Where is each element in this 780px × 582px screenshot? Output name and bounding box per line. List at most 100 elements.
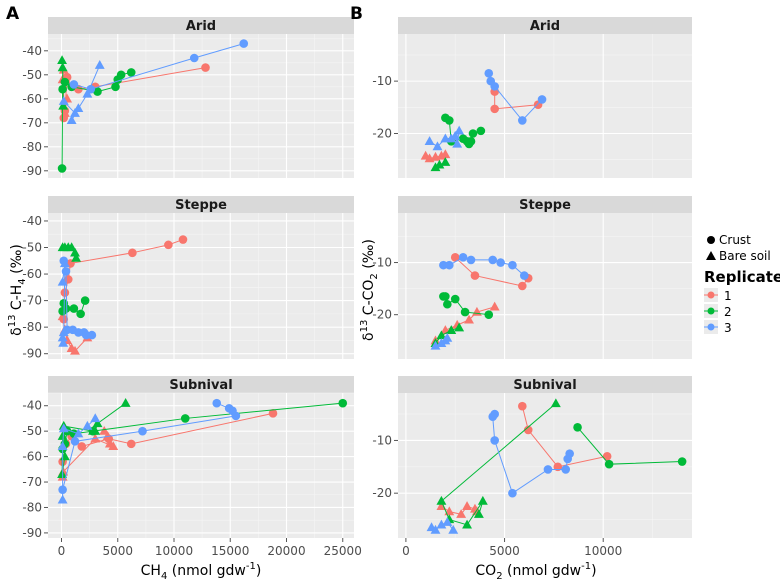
legend: Crust Bare soil Replicate 1 2 3 — [704, 233, 780, 335]
b-steppe-point-rep2-crust — [484, 310, 494, 319]
a-arid-y-tick-label: -70 — [22, 116, 42, 130]
b-subnival-strip — [398, 376, 692, 393]
b-arid-point-rep1-bare-soil — [440, 149, 451, 159]
a-arid-y-tick-label: -60 — [22, 92, 42, 106]
a-subnival-point-rep2-bare-soil — [120, 397, 131, 407]
a-subnival-facet: Subnival -90 -80 -70 -60 -50 -40 0 5000 10000 1500… — [22, 376, 362, 558]
a-subnival-point-rep3-bare-soil — [57, 441, 68, 451]
a-steppe-point-rep2-crust — [69, 304, 79, 313]
b-subnival-point-rep3-bare-soil — [430, 524, 441, 534]
a-subnival-point-rep2-bare-soil — [92, 418, 103, 428]
a-steppe-y-tick-label: -80 — [22, 320, 42, 334]
a-steppe-point-rep3-crust — [61, 267, 71, 276]
a-arid-point-rep2-crust — [93, 87, 102, 96]
a-subnival-point-rep3-crust — [138, 426, 147, 436]
a-steppe-point-rep1-bare-soil — [57, 311, 68, 321]
a-subnival-point-rep3-bare-soil — [73, 428, 84, 438]
b-arid-point-rep2-bare-soil — [440, 157, 451, 166]
legend-rep2-dot — [707, 307, 715, 315]
a-subnival-y-tick-label: -80 — [22, 500, 42, 514]
a-subnival-y-tick-label: -70 — [22, 475, 42, 489]
b-steppe-strip — [398, 196, 692, 213]
a-steppe-point-rep1-crust — [164, 240, 173, 250]
b-steppe-point-rep3-crust — [496, 258, 505, 267]
a-steppe-strip — [48, 196, 354, 213]
b-steppe-point-rep3-crust — [445, 260, 454, 270]
a-subnival-point-rep2-crust — [180, 414, 190, 423]
a-subnival-point-rep1-bare-soil — [108, 441, 119, 451]
b-steppe-point-rep3-bare-soil — [442, 332, 453, 342]
b-subnival-series-line-rep1-crust — [521, 406, 608, 468]
b-arid-point-rep3-crust — [537, 95, 547, 104]
legend-rep3-dot — [707, 323, 715, 331]
a-y-axis-title: δ13 C-H4 (‰) — [7, 244, 28, 336]
b-subnival-point-rep2-bare-soil — [462, 519, 473, 529]
legend-rep3-label: 3 — [724, 321, 732, 335]
a-x-tick-label: 5000 — [102, 544, 133, 558]
b-steppe-point-rep3-crust — [439, 260, 448, 270]
b-steppe-point-rep2-crust — [460, 307, 470, 317]
b-subnival-point-rep3-bare-soil — [442, 516, 453, 526]
a-arid-y-tick-label: -40 — [22, 44, 42, 58]
a-steppe-y-tick-label: -90 — [22, 347, 42, 361]
a-subnival-point-rep3-crust — [231, 411, 241, 421]
b-x-axis-title: CO2 (nmol gdw-1) — [475, 561, 596, 582]
b-subnival-point-rep3-crust — [561, 465, 571, 474]
a-subnival-point-rep3-bare-soil — [58, 423, 69, 433]
b-subnival-point-rep3-crust — [490, 436, 499, 445]
a-subnival-point-rep3-crust — [212, 398, 222, 408]
a-steppe-point-rep3-bare-soil — [58, 327, 69, 337]
b-subnival-point-rep2-bare-soil — [550, 398, 561, 408]
a-arid-series-line-rep3-crust — [73, 43, 244, 90]
a-steppe-panel-bg — [48, 213, 354, 359]
facet-panels: Arid -90 -80 -70 -60 -50 -40 Steppe -90 -80 -70 -60… — [22, 17, 692, 558]
a-steppe-point-rep2-bare-soil — [70, 247, 80, 257]
a-subnival-panel-bg — [48, 393, 354, 538]
legend-crust-circle-icon — [707, 236, 715, 244]
a-subnival-point-rep2-bare-soil — [88, 425, 98, 435]
b-x-tick-label: 0 — [402, 544, 410, 558]
a-arid-panel-bg — [48, 34, 354, 178]
a-arid-point-rep3-bare-soil — [94, 60, 105, 69]
a-arid-point-rep2-bare-soil — [57, 55, 68, 65]
legend-rep1-label: 1 — [724, 289, 732, 303]
b-subnival-point-rep3-crust — [543, 465, 553, 474]
b-subnival-point-rep1-bare-soil — [456, 509, 467, 518]
a-subnival-point-rep3-crust — [70, 437, 80, 446]
a-steppe-point-rep1-crust — [178, 235, 188, 244]
b-subnival-point-rep1-crust — [518, 401, 527, 411]
b-steppe-y-tick-label: -20 — [372, 308, 392, 322]
a-x-tick-label: 0 — [58, 544, 66, 558]
b-arid-point-rep2-crust — [458, 134, 468, 144]
a-arid-y-tick-label: -50 — [22, 68, 42, 82]
b-arid-point-rep3-crust — [484, 68, 494, 78]
a-steppe-y-tick-label: -70 — [22, 294, 42, 308]
a-steppe-point-rep3-bare-soil — [57, 276, 68, 286]
a-arid-y-tick-label: -90 — [22, 164, 42, 178]
b-subnival-panel-bg — [398, 393, 692, 538]
legend-bare-soil-triangle-icon — [706, 251, 716, 260]
b-steppe-series-line-rep1-crust — [454, 256, 529, 287]
b-arid-point-rep3-bare-soil — [432, 141, 443, 151]
a-arid-point-rep3-crust — [239, 39, 249, 48]
a-subnival-y-tick-label: -60 — [22, 450, 42, 464]
b-arid-point-rep3-bare-soil — [450, 130, 461, 140]
b-x-tick-label: 10000 — [584, 544, 622, 558]
b-arid-point-rep3-bare-soil — [424, 136, 435, 145]
a-subnival-point-rep2-bare-soil — [57, 469, 68, 479]
a-subnival-strip-title: Subnival — [169, 378, 232, 393]
b-steppe-point-rep1-crust — [450, 253, 460, 262]
a-subnival-y-tick-label: -40 — [22, 399, 42, 413]
a-subnival-point-rep2-crust — [338, 398, 348, 408]
a-steppe-point-rep1-crust — [128, 248, 137, 258]
a-steppe-point-rep3-bare-soil — [59, 258, 70, 268]
b-steppe-point-rep1-crust — [470, 271, 480, 280]
b-subnival-point-rep1-crust — [523, 425, 533, 435]
b-steppe-point-rep2-bare-soil — [436, 330, 447, 340]
a-arid-point-rep3-crust — [69, 80, 79, 89]
b-subnival-facet: Subnival -20 -10 0 5000 10000 — [372, 376, 692, 558]
a-arid-point-rep2-crust — [57, 164, 67, 173]
legend-title: Replicate — [704, 268, 780, 286]
a-arid-point-rep2-crust — [111, 82, 120, 92]
